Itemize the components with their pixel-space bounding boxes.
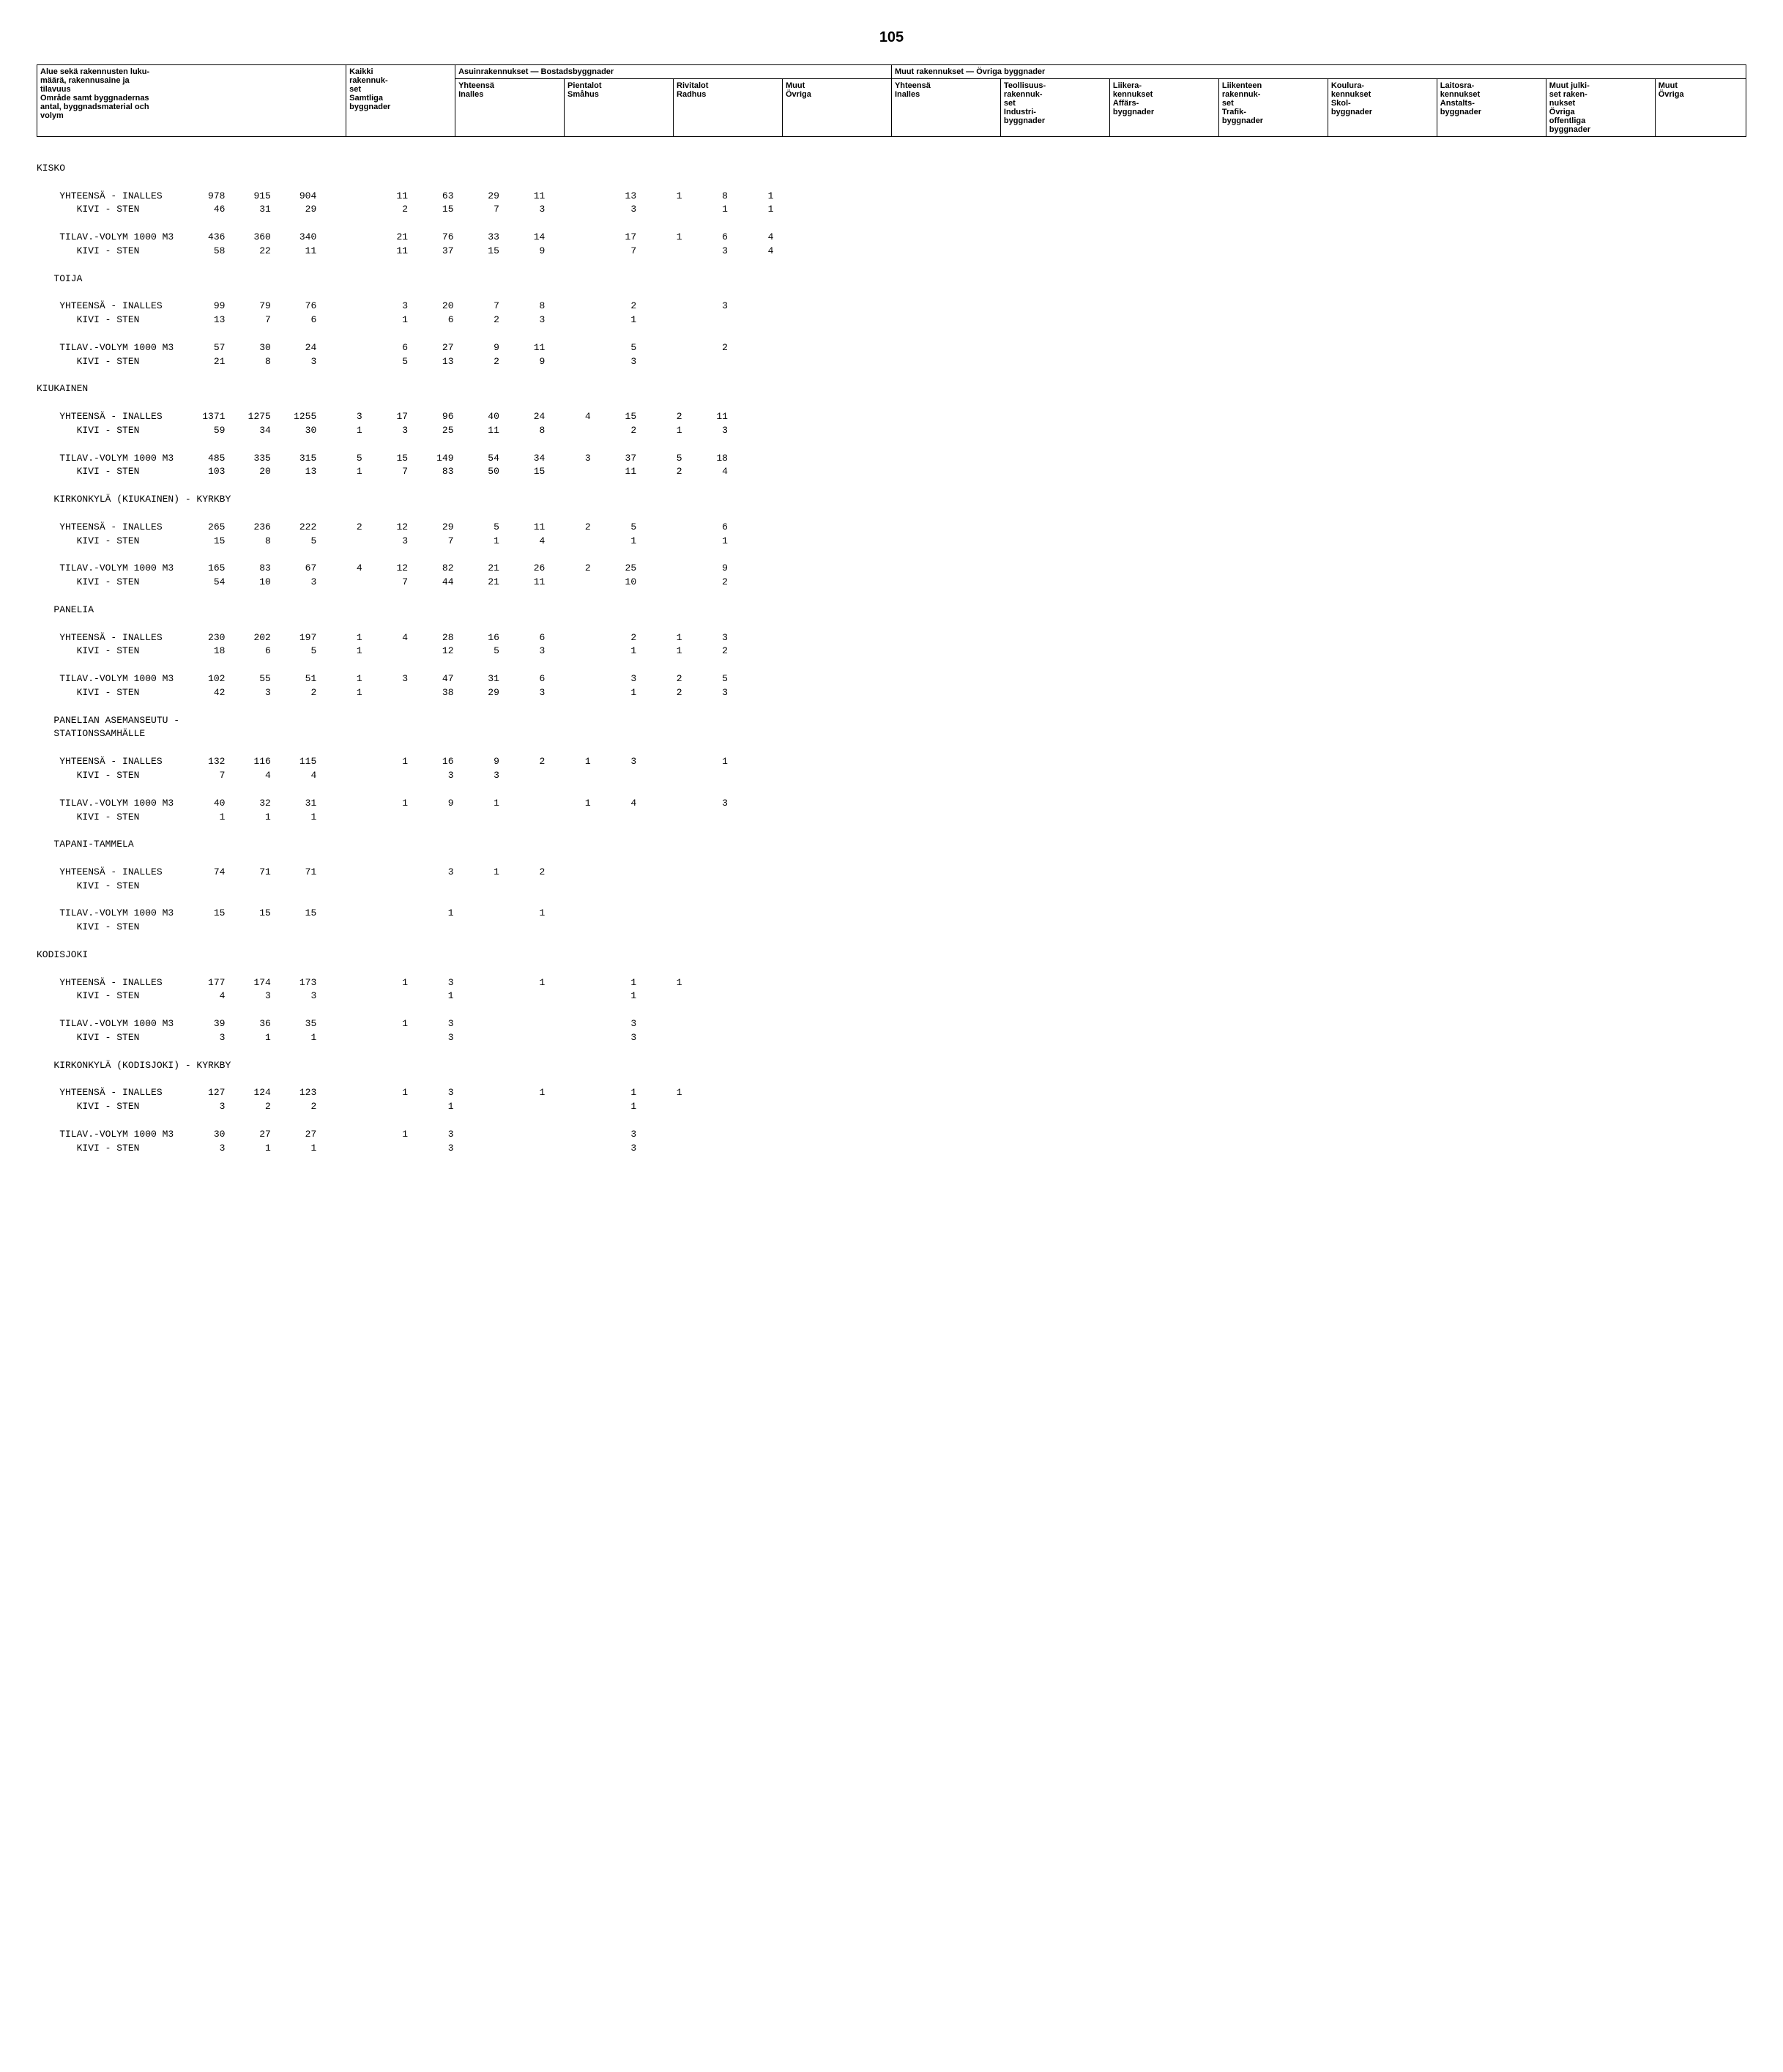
g2c5l2: kennukset: [1331, 90, 1371, 99]
g2c3l2: kennukset: [1113, 90, 1153, 99]
g2c3l4: byggnader: [1113, 108, 1154, 116]
hdr-col1-l4: Område samt byggnadernas: [40, 94, 149, 103]
g1c2l2: Småhus: [567, 90, 599, 99]
g2c7l1: Muut julki-: [1549, 81, 1590, 90]
g2c2l1: Teollisuus-: [1004, 81, 1046, 90]
g2c7l2: set raken-: [1549, 90, 1587, 99]
g2c8l2: Övriga: [1659, 90, 1684, 99]
g2c2l4: Industri-: [1004, 108, 1036, 116]
g2c5l3: Skol-: [1331, 99, 1351, 108]
g2c4l5: byggnader: [1222, 116, 1263, 125]
g2c4l4: Trafik-: [1222, 108, 1246, 116]
g2c7l6: byggnader: [1549, 125, 1590, 134]
g2c4l2: rakennuk-: [1222, 90, 1261, 99]
g2c2l5: byggnader: [1004, 116, 1045, 125]
g2c1l1: Yhteensä: [895, 81, 931, 90]
g2c2l2: rakennuk-: [1004, 90, 1043, 99]
hdr-col2-l3: set: [349, 85, 361, 94]
hdr-col1-l5: antal, byggnadsmaterial och: [40, 103, 149, 111]
g1c1l1: Yhteensä: [458, 81, 494, 90]
g2c3l3: Affärs-: [1113, 99, 1139, 108]
g2c7l4: Övriga: [1549, 108, 1575, 116]
g2c6l4: byggnader: [1440, 108, 1481, 116]
g2c6l1: Laitosra-: [1440, 81, 1474, 90]
hdr-col2-l2: rakennuk-: [349, 76, 388, 85]
hdr-col2-l5: byggnader: [349, 103, 390, 111]
header-table: Alue sekä rakennusten luku- määrä, raken…: [37, 64, 1746, 137]
hdr-col2-l4: Samtliga: [349, 94, 383, 103]
g1c2l1: Pientalot: [567, 81, 601, 90]
hdr-group1: Asuinrakennukset — Bostadsbyggnader: [455, 65, 892, 79]
g1c4l1: Muut: [786, 81, 805, 90]
page-number: 105: [37, 29, 1746, 46]
g2c6l3: Anstalts-: [1440, 99, 1475, 108]
hdr-group2: Muut rakennukset — Övriga byggnader: [891, 65, 1746, 79]
g2c8l1: Muut: [1659, 81, 1678, 90]
hdr-col2-l1: Kaikki: [349, 67, 373, 76]
g2c2l3: set: [1004, 99, 1016, 108]
hdr-col1-l1: Alue sekä rakennusten luku-: [40, 67, 149, 76]
g2c6l2: kennukset: [1440, 90, 1480, 99]
g2c7l5: offentliga: [1549, 116, 1586, 125]
g2c4l1: Liikenteen: [1222, 81, 1262, 90]
g1c4l2: Övriga: [786, 90, 811, 99]
g2c1l2: Inalles: [895, 90, 920, 99]
g2c7l3: nukset: [1549, 99, 1575, 108]
data-table-body: KISKO YHTEENSÄ - INALLES 978 915 904 11 …: [37, 148, 1746, 1156]
hdr-col1-l2: määrä, rakennusaine ja: [40, 76, 130, 85]
g1c3l2: Radhus: [677, 90, 706, 99]
g1c1l2: Inalles: [458, 90, 483, 99]
hdr-col1-l6: volym: [40, 111, 64, 120]
g2c3l1: Liikera-: [1113, 81, 1142, 90]
g2c4l3: set: [1222, 99, 1234, 108]
g2c5l1: Koulura-: [1331, 81, 1364, 90]
hdr-col1-l3: tilavuus: [40, 85, 71, 94]
g2c5l4: byggnader: [1331, 108, 1372, 116]
g1c3l1: Rivitalot: [677, 81, 708, 90]
